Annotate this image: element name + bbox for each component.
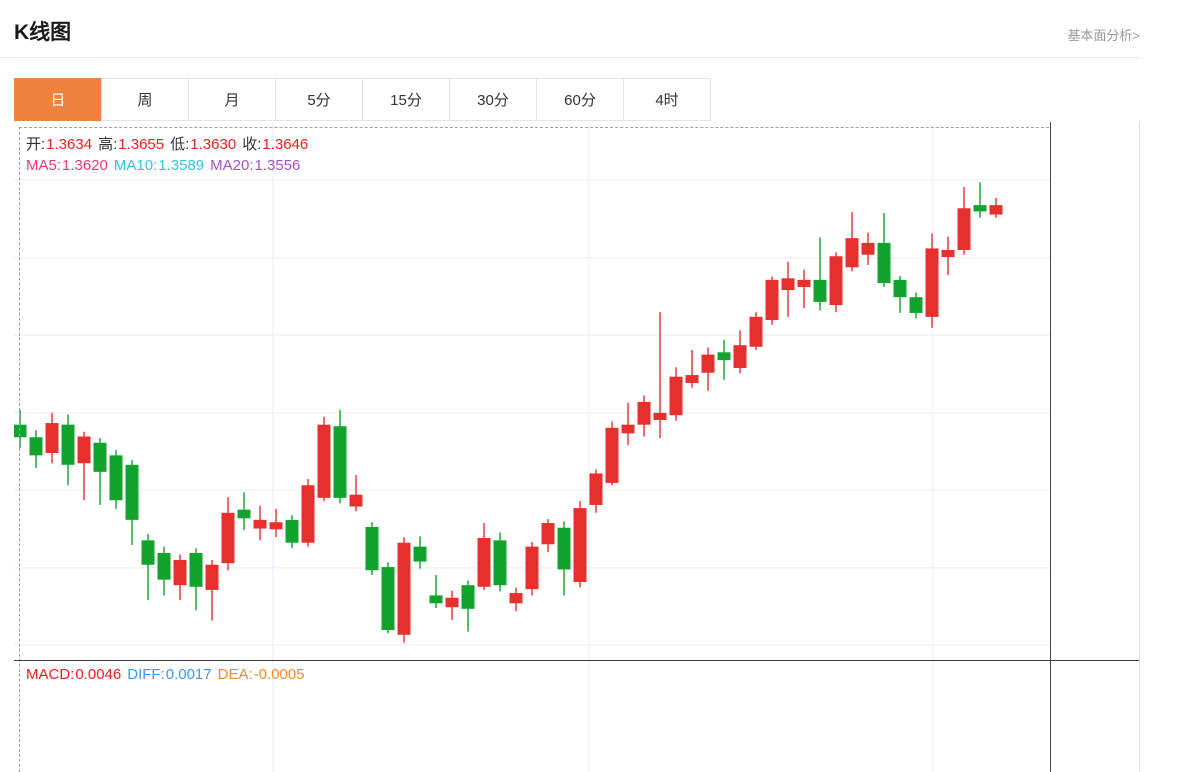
header-divider <box>0 57 1140 58</box>
macd-legend: MACD:0.0046 DIFF:0.0017 DEA:-0.0005 <box>26 666 311 683</box>
macd-pane[interactable] <box>14 660 1050 772</box>
legend-value: 1.3620 <box>62 157 108 174</box>
tab-15min[interactable]: 15分 <box>362 78 450 121</box>
legend-value: 1.3589 <box>158 157 205 174</box>
timeframe-tabbar: 日周月 5分 15分 30分 60分 4时 <box>14 78 711 121</box>
ma-legend: MA5:1.3620 MA10:1.3589 MA20:1.3556 <box>26 157 306 174</box>
tab-30min[interactable]: 30分 <box>449 78 537 121</box>
legend-value: 1.3646 <box>262 136 309 153</box>
legend-value: 1.3556 <box>254 157 301 174</box>
fundamental-analysis-link[interactable]: 基本面分析> <box>1067 28 1140 43</box>
legend-value: 0.0046 <box>75 666 122 683</box>
legend-label: 低: <box>170 136 190 153</box>
plot-top-dashed-border <box>19 127 1049 128</box>
tab-60min[interactable]: 60分 <box>536 78 624 121</box>
tab-day[interactable]: 日 <box>14 78 102 121</box>
legend-label: MACD: <box>26 666 75 683</box>
y-axis-line <box>1050 122 1051 772</box>
ohlc-legend: 开:1.3634 高:1.3655 低:1.3630 收:1.3646 <box>26 133 314 154</box>
legend-label: DIFF: <box>127 666 165 683</box>
legend-label: 高: <box>98 136 118 153</box>
kline-chart-area[interactable]: 开:1.3634 高:1.3655 低:1.3630 收:1.3646 MA5:1.3… <box>14 122 1140 772</box>
candlestick-pane[interactable] <box>14 122 1050 660</box>
legend-label: DEA: <box>217 666 253 683</box>
candles-group <box>14 182 1003 643</box>
legend-value: 0.0017 <box>165 666 212 683</box>
tab-week[interactable]: 周 <box>101 78 189 121</box>
legend-label: 收: <box>242 136 262 153</box>
legend-value: -0.0005 <box>253 666 305 683</box>
tab-month[interactable]: 月 <box>188 78 276 121</box>
legend-label: MA20: <box>210 157 254 174</box>
legend-label: 开: <box>26 136 46 153</box>
plot-left-dashed-border <box>19 127 20 772</box>
legend-value: 1.3630 <box>190 136 237 153</box>
legend-value: 1.3655 <box>118 136 165 153</box>
pane-divider <box>14 660 1140 661</box>
legend-label: MA5: <box>26 157 62 174</box>
legend-value: 1.3634 <box>46 136 93 153</box>
legend-label: MA10: <box>113 157 158 174</box>
tab-4hour[interactable]: 4时 <box>623 78 711 121</box>
page-title: K线图 <box>14 21 72 44</box>
axis-strip-right-edge <box>1139 122 1140 772</box>
tab-5min[interactable]: 5分 <box>275 78 363 121</box>
